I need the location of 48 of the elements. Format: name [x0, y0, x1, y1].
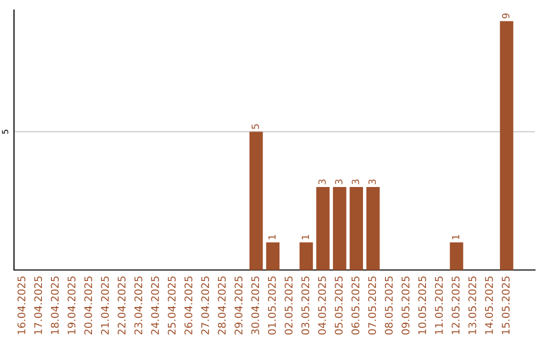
x-tick-label: 28.04.2025: [218, 276, 226, 334]
x-tick-label: 18.04.2025: [50, 276, 59, 334]
data-label: 3: [335, 180, 342, 184]
x-tick-label: 30.04.2025: [251, 276, 260, 334]
bar: [350, 187, 364, 270]
x-tick-label: 25.04.2025: [168, 276, 176, 334]
bar: [366, 187, 380, 270]
x-tick-label: 29.04.2025: [234, 276, 242, 334]
x-tick-label: 16.04.2025: [17, 276, 26, 334]
x-tick-label: 05.05.2025: [334, 276, 343, 335]
bar: [500, 21, 514, 270]
x-tick-label: 26.04.2025: [184, 276, 192, 334]
data-label: 3: [318, 180, 326, 184]
data-label: 3: [352, 180, 360, 184]
x-tick-label: 23.04.2025: [134, 276, 142, 334]
x-tick-label: 14.05.2025: [485, 276, 493, 334]
data-label: 1: [268, 234, 276, 240]
x-tick-label: 19.04.2025: [68, 276, 76, 334]
x-tick-label: 11.05.2025: [434, 276, 443, 334]
x-tick-label: 06.05.2025: [351, 276, 360, 335]
x-tick-label: 09.05.2025: [402, 276, 410, 335]
bar: [316, 187, 330, 270]
x-tick-label: 01.05.2025: [268, 276, 276, 335]
x-tick-label: 02.05.2025: [284, 276, 293, 335]
data-label: 5: [252, 124, 259, 129]
x-tick-label: 07.05.2025: [368, 276, 376, 335]
bar: [300, 242, 313, 270]
x-tick-label: 22.04.2025: [118, 276, 126, 334]
x-tick-label: 13.05.2025: [468, 276, 476, 334]
data-label: 9: [502, 13, 510, 18]
data-label: 3: [368, 180, 376, 184]
x-tick-label: 10.05.2025: [418, 276, 426, 334]
bar: [332, 187, 346, 270]
x-tick-label: 04.05.2025: [318, 276, 326, 335]
bar: [266, 242, 280, 270]
x-tick-label: 27.04.2025: [201, 276, 210, 334]
x-tick-label: 03.05.2025: [301, 276, 310, 335]
x-tick-label: 21.04.2025: [100, 276, 109, 334]
x-tick-label: 15.05.2025: [502, 276, 510, 334]
data-label: 1: [452, 234, 460, 240]
x-tick-label: 12.05.2025: [452, 276, 460, 334]
bar: [450, 242, 464, 270]
x-tick-label: 08.05.2025: [384, 276, 393, 335]
bar: [249, 132, 263, 270]
x-tick-label: 17.04.2025: [34, 276, 42, 334]
x-tick-label: 20.04.2025: [84, 276, 92, 334]
data-label: 1: [302, 234, 309, 240]
x-tick-label: 24.04.2025: [151, 276, 159, 334]
